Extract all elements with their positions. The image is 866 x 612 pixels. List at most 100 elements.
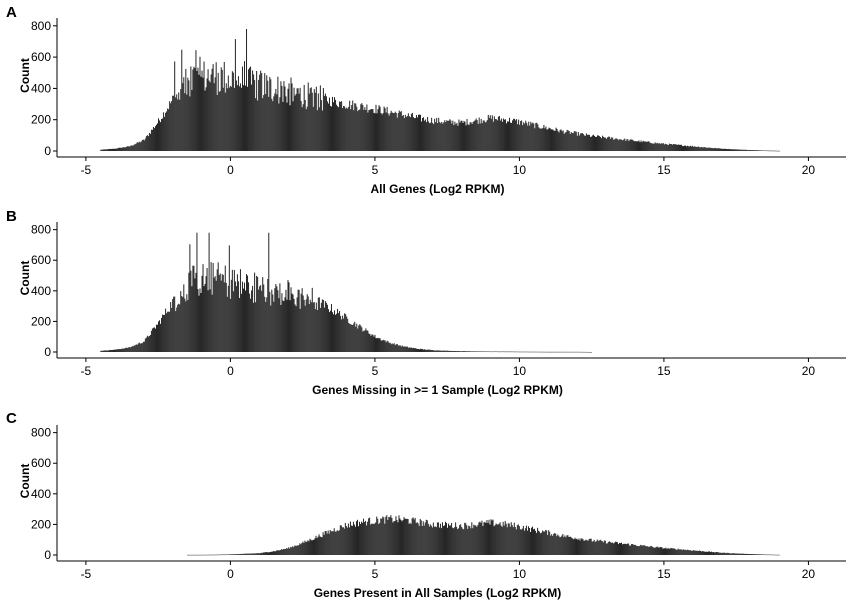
histogram-bar bbox=[153, 128, 155, 151]
histogram-bar bbox=[335, 531, 337, 555]
histogram-bar bbox=[605, 137, 607, 151]
histogram-bar bbox=[444, 120, 446, 151]
histogram-bar bbox=[416, 348, 418, 352]
x-tick-label: 15 bbox=[657, 364, 671, 378]
histogram-bar bbox=[698, 146, 700, 151]
histogram-bar bbox=[361, 521, 363, 555]
histogram-bar bbox=[715, 552, 717, 555]
histogram-bar bbox=[301, 107, 303, 151]
histogram-bar bbox=[128, 146, 130, 151]
histogram-bar bbox=[374, 113, 376, 151]
histogram-bar bbox=[471, 351, 473, 352]
histogram-bar bbox=[714, 148, 716, 151]
histogram-bar bbox=[501, 351, 503, 353]
histogram-bar bbox=[544, 531, 546, 555]
histogram-bar bbox=[512, 351, 514, 353]
histogram-bar bbox=[409, 522, 411, 555]
histogram-bar bbox=[371, 523, 373, 555]
histogram-bar bbox=[666, 548, 668, 555]
histogram-bar bbox=[510, 122, 512, 151]
histogram-bar bbox=[232, 291, 234, 352]
histogram-bar bbox=[683, 146, 685, 151]
histogram-bar bbox=[733, 149, 735, 151]
histogram-bar bbox=[369, 517, 371, 555]
histogram-bar bbox=[697, 146, 699, 151]
histogram-bar bbox=[528, 121, 530, 151]
histogram-bar bbox=[206, 268, 208, 352]
histogram-bar bbox=[417, 523, 419, 555]
histogram-bar bbox=[561, 131, 563, 151]
histogram-bar bbox=[402, 520, 404, 555]
histogram-bar bbox=[139, 142, 141, 151]
histogram-bar bbox=[378, 105, 380, 151]
histogram-bar bbox=[652, 547, 654, 555]
histogram-bar bbox=[367, 521, 369, 555]
histogram-bar bbox=[475, 118, 477, 151]
histogram-bar bbox=[556, 536, 558, 555]
histogram-bar bbox=[726, 552, 728, 555]
histogram-bar bbox=[249, 553, 251, 555]
histogram-bar bbox=[700, 147, 702, 151]
histogram-bar bbox=[714, 552, 716, 555]
histogram-bar bbox=[200, 76, 202, 151]
histogram-bar bbox=[665, 144, 667, 151]
histogram-bar bbox=[271, 551, 273, 555]
histogram-bar bbox=[328, 312, 330, 352]
histogram-bar bbox=[243, 553, 245, 555]
histogram-bar bbox=[594, 541, 596, 555]
histogram-bar bbox=[530, 351, 532, 353]
histogram-bar bbox=[671, 144, 673, 151]
histogram-bar bbox=[439, 350, 441, 352]
y-tick-label: 800 bbox=[31, 426, 51, 440]
histogram-bar bbox=[273, 551, 275, 555]
x-tick-label: 15 bbox=[657, 567, 671, 581]
histogram-bar bbox=[154, 126, 156, 151]
histogram-bar bbox=[126, 146, 128, 151]
histogram-bar bbox=[579, 133, 581, 151]
histogram-bar bbox=[227, 285, 229, 352]
histogram-bar bbox=[676, 144, 678, 151]
histogram-bar bbox=[549, 351, 551, 353]
histogram-bar bbox=[199, 288, 201, 352]
histogram-bar bbox=[223, 554, 225, 556]
histogram-bar bbox=[201, 554, 203, 556]
histogram-bar bbox=[126, 348, 128, 352]
histogram-bar bbox=[583, 351, 585, 353]
histogram-bar bbox=[405, 117, 407, 151]
histogram-bar bbox=[657, 143, 659, 151]
histogram-bar bbox=[754, 150, 756, 151]
histogram-bar bbox=[528, 351, 530, 353]
histogram-bar bbox=[596, 136, 598, 151]
histogram-bar bbox=[523, 530, 525, 555]
histogram-bar bbox=[382, 113, 384, 151]
histogram-bar bbox=[305, 109, 307, 151]
histogram-bar bbox=[691, 550, 693, 555]
histogram-bar bbox=[549, 531, 551, 555]
histogram-bar bbox=[514, 351, 516, 353]
histogram-bar bbox=[364, 107, 366, 151]
histogram-bar bbox=[125, 147, 127, 151]
histogram-bar bbox=[454, 121, 456, 151]
histogram-bar bbox=[543, 531, 545, 555]
histogram-bar bbox=[727, 149, 729, 151]
histogram-bar bbox=[743, 149, 745, 151]
histogram-bar bbox=[356, 519, 358, 555]
histogram-bar bbox=[167, 311, 169, 352]
histogram-bar bbox=[104, 350, 106, 352]
histogram-bar bbox=[718, 552, 720, 555]
x-tick-label: 5 bbox=[372, 163, 379, 177]
histogram-bar bbox=[455, 522, 457, 555]
histogram-bar bbox=[506, 351, 508, 353]
histogram-bar bbox=[219, 91, 221, 151]
x-tick-label: -5 bbox=[81, 567, 92, 581]
histogram-bar bbox=[634, 544, 636, 555]
y-tick-label: 200 bbox=[31, 517, 51, 531]
histogram-bar bbox=[357, 328, 359, 352]
histogram-bar bbox=[364, 330, 366, 352]
histogram-bar bbox=[278, 103, 280, 151]
histogram-bar bbox=[470, 122, 472, 151]
histogram-bar bbox=[322, 88, 324, 151]
histogram-bar bbox=[195, 50, 197, 151]
histogram-bar bbox=[551, 534, 553, 555]
histogram-bar bbox=[526, 122, 528, 151]
